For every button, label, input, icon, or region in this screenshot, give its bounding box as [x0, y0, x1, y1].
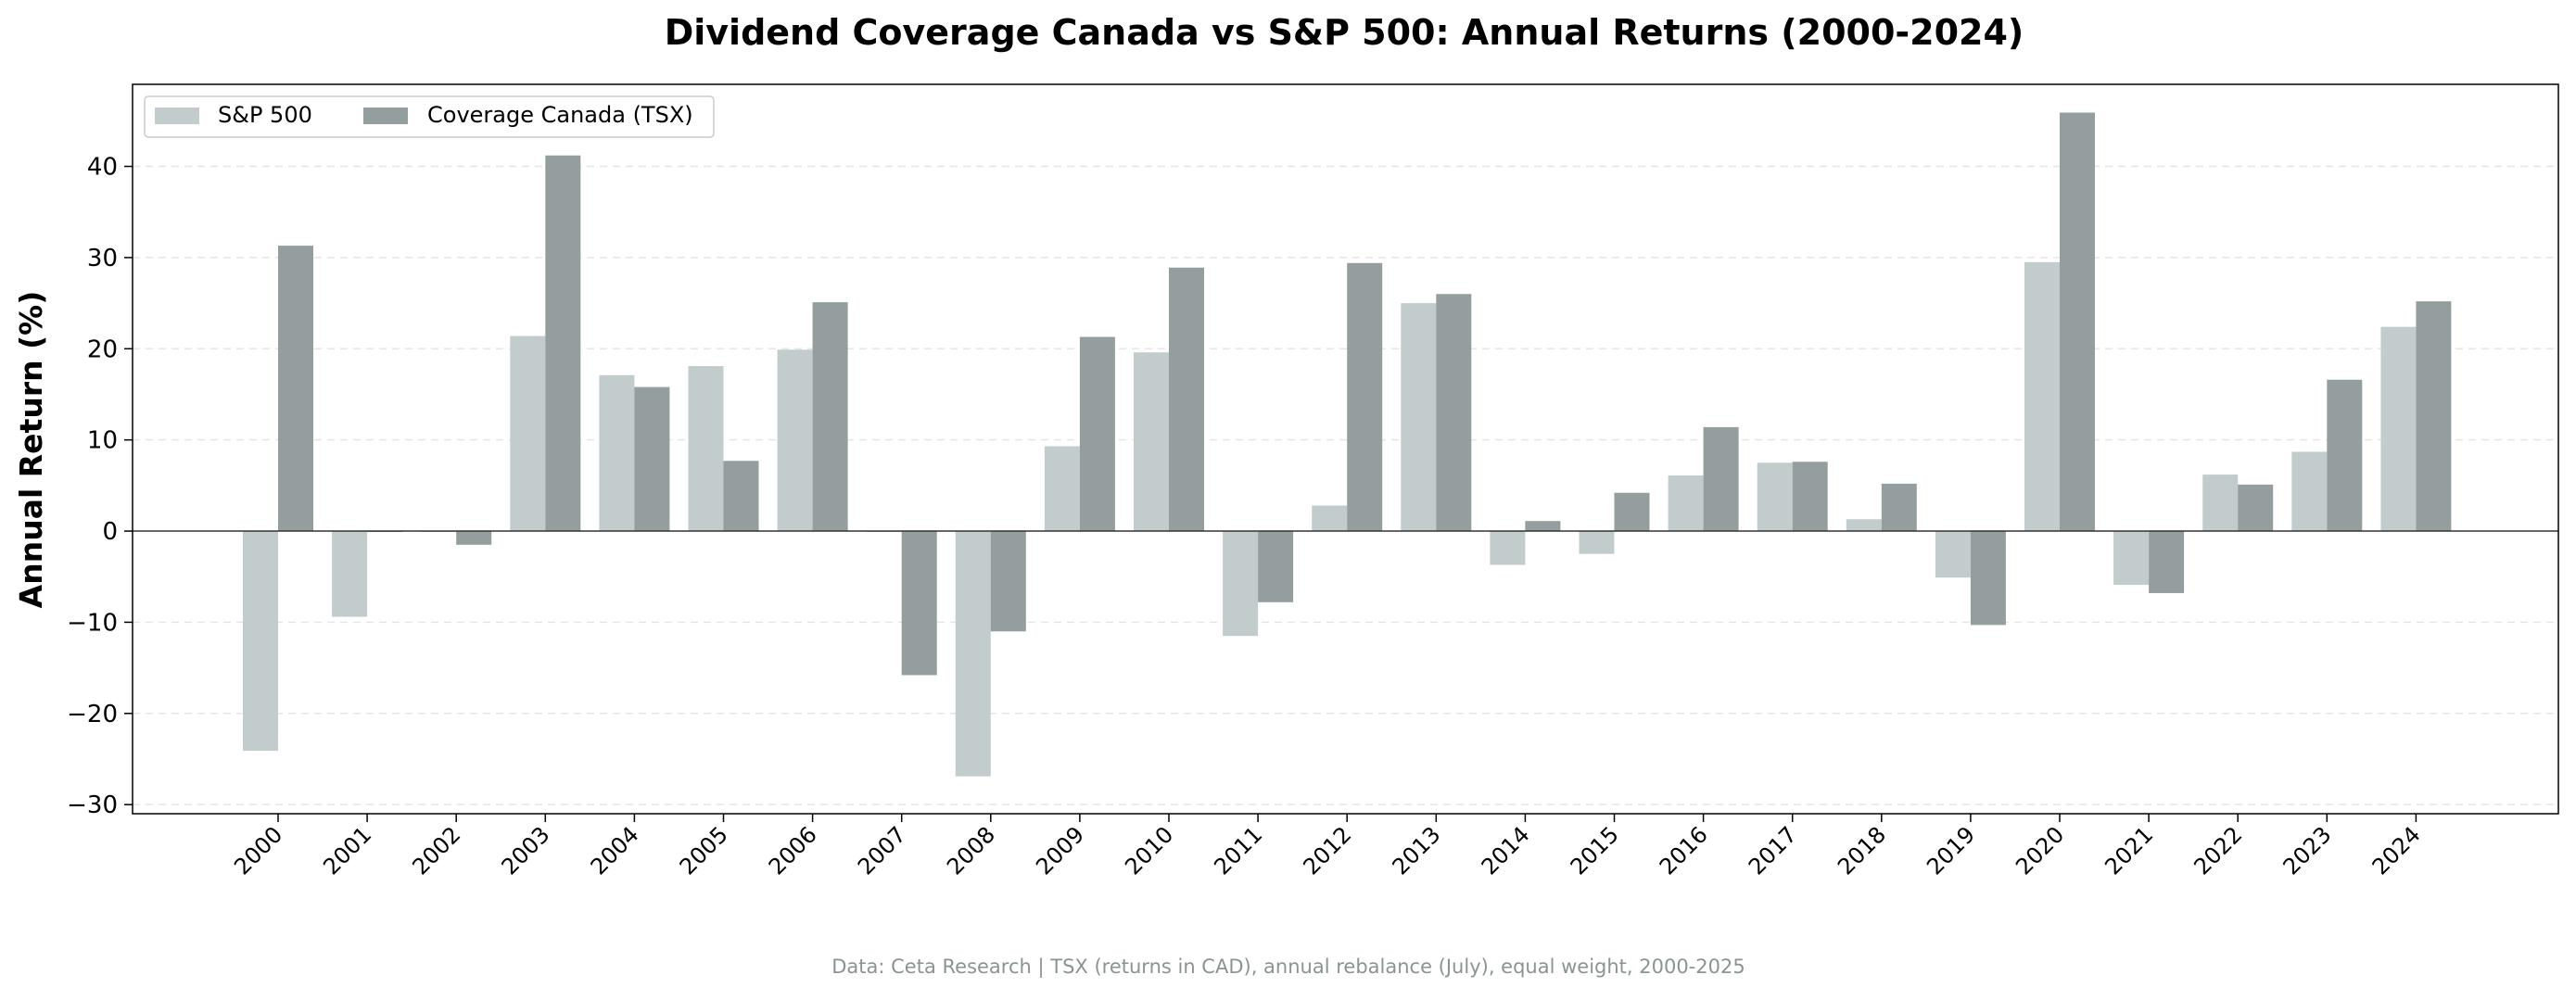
- bar-coverage-canada-tsx-2012: [1347, 262, 1383, 532]
- y-tick-label: −10: [67, 609, 118, 637]
- y-tick-label: −20: [67, 701, 118, 728]
- bar-coverage-canada-tsx-2020: [2060, 112, 2095, 532]
- plot-frame: [132, 83, 2559, 815]
- bar-s-p-500-2021: [2113, 531, 2150, 586]
- bar-s-p-500-2018: [1846, 519, 1882, 532]
- bar-s-p-500-2020: [2024, 261, 2060, 532]
- bar-coverage-canada-tsx-2024: [2416, 301, 2452, 532]
- bar-coverage-canada-tsx-2011: [1258, 531, 1294, 602]
- legend-swatch-coverage-canada: [363, 108, 408, 124]
- bar-coverage-canada-tsx-2004: [634, 386, 670, 532]
- bar-coverage-canada-tsx-2023: [2327, 379, 2363, 532]
- bar-s-p-500-2006: [777, 349, 813, 532]
- bar-coverage-canada-tsx-2022: [2238, 484, 2274, 532]
- bar-s-p-500-2004: [599, 374, 635, 532]
- bars: [243, 112, 2452, 777]
- bar-coverage-canada-tsx-2016: [1703, 426, 1739, 532]
- bar-s-p-500-2010: [1134, 352, 1169, 532]
- legend-frame: [144, 95, 715, 138]
- bar-coverage-canada-tsx-2017: [1792, 462, 1828, 532]
- y-tick-label: 40: [87, 154, 118, 182]
- y-tick-label: 30: [87, 245, 118, 272]
- bar-coverage-canada-tsx-2007: [901, 531, 937, 676]
- y-tick-label: 10: [87, 427, 118, 455]
- bar-s-p-500-2005: [688, 365, 724, 532]
- legend-swatch-sp500: [155, 108, 199, 124]
- bar-coverage-canada-tsx-2006: [812, 302, 848, 532]
- bar-s-p-500-2024: [2380, 326, 2417, 532]
- bar-coverage-canada-tsx-2000: [278, 246, 313, 532]
- legend-label-coverage-canada: Coverage Canada (TSX): [427, 102, 693, 128]
- bar-s-p-500-2016: [1668, 475, 1704, 532]
- bar-coverage-canada-tsx-2005: [723, 461, 759, 532]
- bar-coverage-canada-tsx-2009: [1079, 336, 1115, 532]
- bar-s-p-500-2009: [1044, 446, 1080, 532]
- bar-s-p-500-2003: [510, 335, 546, 532]
- bar-s-p-500-2022: [2202, 475, 2239, 532]
- bar-coverage-canada-tsx-2014: [1525, 521, 1561, 532]
- bar-s-p-500-2001: [332, 531, 368, 617]
- bar-s-p-500-2011: [1223, 531, 1259, 637]
- bar-s-p-500-2000: [243, 531, 278, 752]
- bar-s-p-500-2012: [1312, 505, 1348, 532]
- y-tick-label: −30: [67, 791, 118, 819]
- bar-s-p-500-2023: [2291, 451, 2328, 532]
- y-axis: −30 −20 −10 0 10 20 30 40: [67, 154, 133, 819]
- bar-coverage-canada-tsx-2019: [1970, 531, 2006, 626]
- bar-coverage-canada-tsx-2010: [1169, 267, 1204, 532]
- bar-s-p-500-2015: [1579, 531, 1615, 554]
- bar-coverage-canada-tsx-2015: [1614, 492, 1650, 532]
- bar-s-p-500-2019: [1935, 531, 1971, 578]
- footnote: Data: Ceta Research | TSX (returns in CA…: [831, 956, 1745, 979]
- bar-s-p-500-2008: [955, 531, 991, 777]
- bar-coverage-canada-tsx-2002: [456, 531, 492, 545]
- bar-coverage-canada-tsx-2003: [545, 155, 581, 532]
- y-axis-label: Annual Return (%): [13, 291, 49, 609]
- chart-title: Dividend Coverage Canada vs S&P 500: Ann…: [665, 12, 2024, 53]
- bar-coverage-canada-tsx-2021: [2149, 531, 2185, 593]
- bar-coverage-canada-tsx-2008: [990, 531, 1026, 632]
- y-tick-label: 0: [102, 518, 118, 546]
- bar-s-p-500-2013: [1401, 303, 1437, 532]
- legend: S&P 500 Coverage Canada (TSX): [144, 95, 715, 138]
- bar-coverage-canada-tsx-2018: [1881, 483, 1917, 532]
- legend-label-sp500: S&P 500: [218, 102, 312, 128]
- bar-s-p-500-2014: [1490, 531, 1526, 565]
- y-tick-label: 20: [87, 335, 118, 363]
- bar-s-p-500-2017: [1757, 462, 1793, 532]
- bar-coverage-canada-tsx-2013: [1436, 294, 1472, 532]
